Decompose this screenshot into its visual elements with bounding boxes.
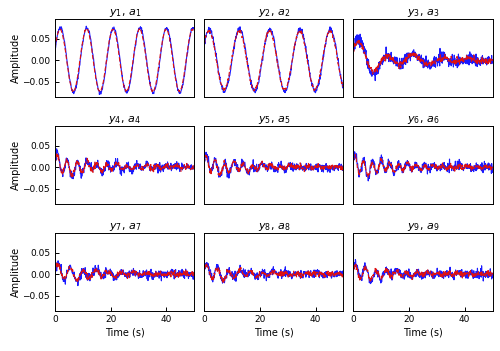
X-axis label: Time (s): Time (s) — [403, 327, 442, 337]
Title: $y_7$, $a_7$: $y_7$, $a_7$ — [108, 221, 141, 233]
Title: $y_9$, $a_9$: $y_9$, $a_9$ — [406, 221, 439, 233]
Title: $y_6$, $a_6$: $y_6$, $a_6$ — [406, 114, 439, 126]
Title: $y_4$, $a_4$: $y_4$, $a_4$ — [108, 114, 141, 126]
Title: $y_1$, $a_1$: $y_1$, $a_1$ — [108, 7, 141, 19]
Title: $y_2$, $a_2$: $y_2$, $a_2$ — [258, 7, 290, 19]
X-axis label: Time (s): Time (s) — [105, 327, 144, 337]
Title: $y_8$, $a_8$: $y_8$, $a_8$ — [258, 221, 290, 233]
Y-axis label: Amplitude: Amplitude — [11, 247, 21, 297]
Y-axis label: Amplitude: Amplitude — [11, 33, 21, 83]
Y-axis label: Amplitude: Amplitude — [11, 140, 21, 190]
Title: $y_5$, $a_5$: $y_5$, $a_5$ — [258, 114, 290, 126]
Title: $y_3$, $a_3$: $y_3$, $a_3$ — [406, 7, 439, 19]
X-axis label: Time (s): Time (s) — [254, 327, 294, 337]
